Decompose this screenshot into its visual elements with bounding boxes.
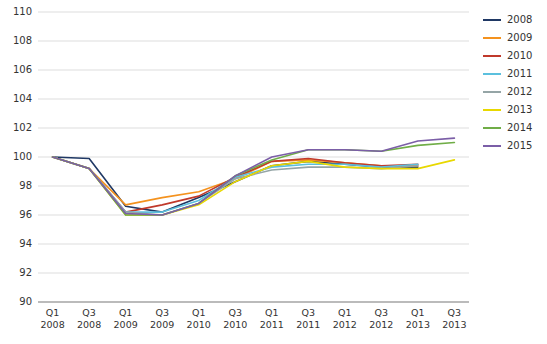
legend-label: 2015 <box>507 140 532 151</box>
grid-line <box>38 99 469 100</box>
legend-label: 2009 <box>507 32 532 43</box>
x-tick-label: Q32011 <box>296 307 320 330</box>
series-line <box>53 157 418 212</box>
x-tick-label: Q12012 <box>333 307 357 330</box>
legend-label: 2013 <box>507 104 532 115</box>
series-line <box>53 157 418 212</box>
x-tick-label: Q12010 <box>187 307 211 330</box>
x-tick-label: Q12013 <box>406 307 430 330</box>
y-tick-label: 102 <box>13 122 32 133</box>
series-lines <box>53 138 455 215</box>
grid-line <box>38 70 469 71</box>
grid-line <box>38 302 469 303</box>
y-tick-label: 92 <box>19 267 32 278</box>
x-tick-label: Q32008 <box>77 307 101 330</box>
legend-swatch <box>483 127 501 129</box>
x-tick-label: Q12009 <box>114 307 138 330</box>
chart-svg: 90 92 94 96 98 100 102 104 106 108 110 Q12008 Q32008… <box>0 0 547 344</box>
series-line <box>53 157 418 212</box>
series-line <box>53 143 455 216</box>
series-line <box>53 138 455 215</box>
legend-label: 2008 <box>507 14 532 25</box>
legend-swatch <box>483 37 501 39</box>
x-tick-label: Q32013 <box>442 307 466 330</box>
grid-line <box>38 12 469 13</box>
x-tick-label: Q12011 <box>260 307 284 330</box>
grid-line <box>38 215 469 216</box>
y-tick-label: 108 <box>13 35 32 46</box>
y-tick-label: 98 <box>19 180 32 191</box>
x-tick-label: Q32009 <box>150 307 174 330</box>
legend-swatch <box>483 109 501 111</box>
grid-line <box>38 128 469 129</box>
legend-label: 2011 <box>507 68 532 79</box>
grid-line <box>38 273 469 274</box>
y-tick-label: 96 <box>19 209 32 220</box>
legend: 2008 2009 2010 2011 2012 2013 2014 2015 <box>483 14 532 151</box>
x-axis-line <box>38 302 469 303</box>
series-line <box>53 157 418 215</box>
x-axis: Q12008 Q32008 Q12009 Q32009 Q12010 Q32010 Q120… <box>41 307 467 330</box>
legend-swatch <box>483 73 501 75</box>
y-tick-label: 90 <box>19 296 32 307</box>
grid-line <box>38 41 469 42</box>
y-tick-label: 94 <box>19 238 32 249</box>
legend-swatch <box>483 145 501 147</box>
y-grid <box>38 12 469 302</box>
grid-line <box>38 157 469 158</box>
chart-container: 90 92 94 96 98 100 102 104 106 108 110 Q12008 Q32008… <box>0 0 547 344</box>
y-tick-label: 106 <box>13 64 32 75</box>
legend-label: 2012 <box>507 86 532 97</box>
legend-swatch <box>483 91 501 93</box>
legend-label: 2010 <box>507 50 532 61</box>
x-tick-label: Q32010 <box>223 307 247 330</box>
legend-swatch <box>483 19 501 21</box>
x-tick-label: Q12008 <box>41 307 65 330</box>
legend-swatch <box>483 55 501 57</box>
y-tick-label: 100 <box>13 151 32 162</box>
y-tick-label: 104 <box>13 93 32 104</box>
y-tick-label: 110 <box>13 6 32 17</box>
legend-label: 2014 <box>507 122 532 133</box>
y-axis: 90 92 94 96 98 100 102 104 106 108 110 <box>13 6 32 307</box>
grid-line <box>38 244 469 245</box>
x-tick-label: Q32012 <box>369 307 393 330</box>
